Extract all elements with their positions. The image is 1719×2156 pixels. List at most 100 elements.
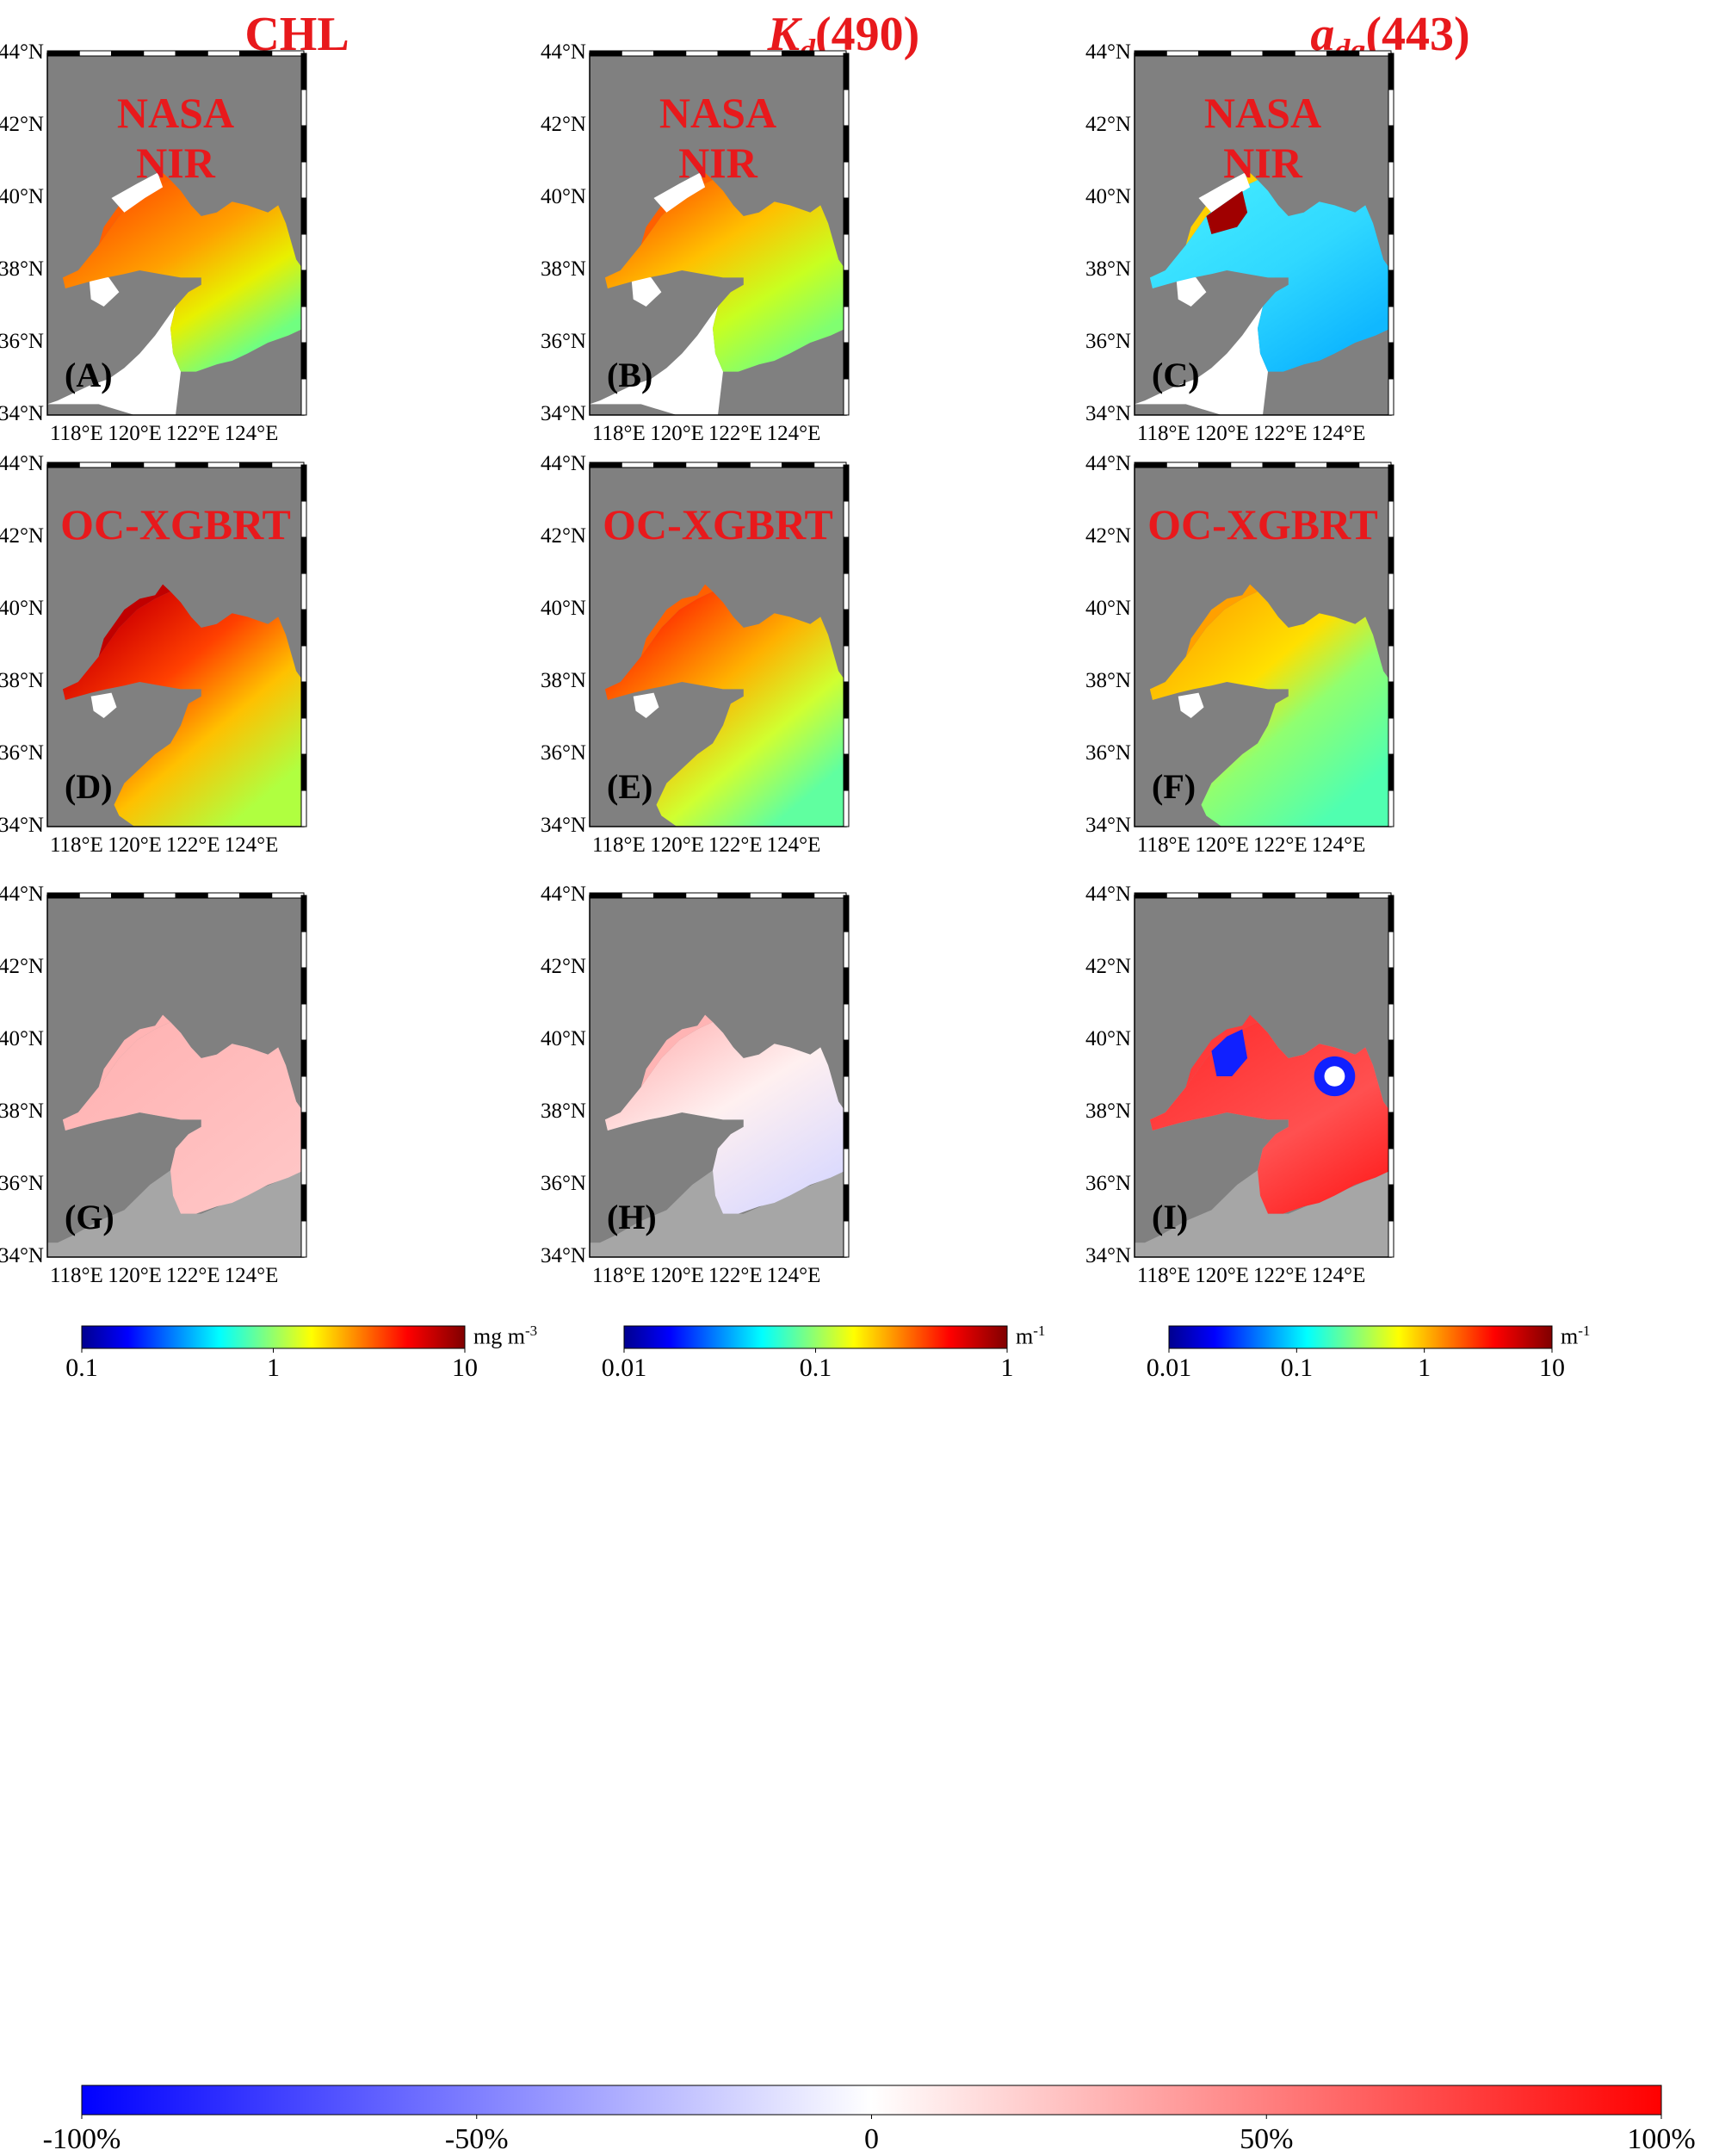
frame-bar-right — [1388, 378, 1394, 416]
lat-tick-label-b: 44°N — [540, 40, 586, 64]
frame-bar-top — [207, 462, 240, 468]
frame-bar-top — [1198, 462, 1232, 468]
frame-bar-top — [1326, 462, 1360, 468]
lat-tick-label-f: 42°N — [1085, 524, 1131, 548]
frame-bar-top — [175, 462, 208, 468]
lon-tick-label-a: 122°E — [165, 422, 220, 445]
lat-tick-label-c: 38°N — [1085, 257, 1131, 281]
frame-bar-top — [1134, 892, 1167, 899]
lat-tick-label-g: 40°N — [0, 1027, 44, 1050]
lon-tick-label-d: 120°E — [108, 833, 162, 857]
colorbar-unit-exp-kd: -1 — [1033, 1323, 1046, 1339]
frame-bar-top — [271, 50, 305, 57]
row-label-nir-c: NIR — [1223, 139, 1302, 187]
colorbar-unit-chl: mg m-3 — [473, 1323, 537, 1350]
lat-tick-label-f: 40°N — [1085, 597, 1131, 620]
lon-tick-label-b: 124°E — [766, 422, 821, 445]
colorbar-unit-adg: m-1 — [1561, 1323, 1590, 1350]
frame-bar-right — [843, 1075, 850, 1113]
frame-bar-top — [717, 50, 751, 57]
frame-bar-right — [300, 1112, 307, 1149]
frame-bar-top — [782, 892, 815, 899]
sea-field-d — [62, 592, 305, 827]
frame-bar-top — [78, 50, 112, 57]
frame-bar-right — [1388, 1039, 1394, 1077]
panel-grid — [46, 50, 1394, 1258]
frame-bar-top — [653, 892, 687, 899]
frame-bar-right — [300, 306, 307, 344]
row-label-nasa-a: NASA — [116, 89, 235, 137]
lon-tick-label-b: 122°E — [708, 422, 763, 445]
lat-tick-label-h: 40°N — [540, 1027, 586, 1050]
panel-label-b: (B) — [607, 356, 653, 394]
colorbar-tick-label-diff: -50% — [444, 2123, 509, 2155]
frame-bar-top — [782, 462, 815, 468]
frame-bar-top — [653, 50, 687, 57]
colorbar-adg — [1168, 1325, 1553, 1349]
lon-tick-label-h: 120°E — [650, 1264, 704, 1287]
map-panel-h — [589, 892, 850, 1258]
lon-tick-label-g: 122°E — [165, 1264, 220, 1287]
colorbar-kd — [623, 1325, 1008, 1349]
frame-bar-top — [813, 892, 847, 899]
frame-bar-top — [1358, 892, 1392, 899]
frame-bar-right — [1388, 717, 1394, 755]
lon-tick-label-h: 122°E — [708, 1264, 763, 1287]
colorbar-tick-label-diff: -100% — [42, 2123, 121, 2155]
frame-bar-right — [1388, 1220, 1394, 1258]
lat-tick-label-a: 42°N — [0, 113, 44, 136]
lon-tick-label-e: 124°E — [766, 833, 821, 857]
frame-bar-top — [46, 462, 80, 468]
lat-tick-label-a: 38°N — [0, 257, 44, 281]
lat-tick-label-c: 42°N — [1085, 113, 1131, 136]
sea-field-b — [604, 180, 846, 372]
colorbar-unit-kd: m-1 — [1016, 1323, 1045, 1350]
frame-bar-top — [717, 462, 751, 468]
lon-tick-label-h: 124°E — [766, 1264, 821, 1287]
liaodong-bay-i — [1185, 1014, 1258, 1087]
lon-tick-label-b: 118°E — [591, 422, 646, 445]
frame-bar-top — [239, 462, 273, 468]
colorbar-tick-label-kd: 0.1 — [799, 1354, 832, 1382]
frame-bar-top — [1134, 50, 1167, 57]
frame-bar-right — [300, 609, 307, 647]
frame-bar-top — [1358, 50, 1392, 57]
row-label-nasa-b: NASA — [659, 89, 777, 137]
map-panel-e — [589, 462, 850, 827]
frame-bar-top — [143, 50, 176, 57]
lat-tick-label-i: 38°N — [1085, 1100, 1131, 1123]
lat-tick-label-a: 44°N — [0, 40, 44, 64]
liaodong-bay-d — [98, 584, 170, 657]
lat-tick-label-d: 34°N — [0, 814, 44, 837]
row-label-nir-b: NIR — [678, 139, 757, 187]
lon-tick-label-b: 120°E — [650, 422, 704, 445]
lat-tick-label-a: 34°N — [0, 402, 44, 425]
lat-tick-label-h: 36°N — [540, 1172, 586, 1195]
map-panel-g — [46, 892, 307, 1258]
no-data-bohai-f — [1178, 692, 1204, 718]
lon-tick-label-i: 118°E — [1136, 1264, 1190, 1287]
frame-bar-right — [1388, 681, 1394, 719]
frame-bar-top — [1198, 50, 1232, 57]
frame-bar-top — [143, 462, 176, 468]
lat-tick-label-d: 42°N — [0, 524, 44, 548]
colorbar-chl — [81, 1325, 466, 1349]
frame-bar-right — [1388, 609, 1394, 647]
lat-tick-label-h: 34°N — [540, 1244, 586, 1267]
sea-field-f — [1149, 592, 1391, 827]
lat-tick-label-f: 36°N — [1085, 741, 1131, 765]
frame-bar-top — [1262, 892, 1295, 899]
panel-label-e: (E) — [607, 767, 653, 806]
frame-bar-top — [685, 892, 719, 899]
frame-bar-top — [239, 50, 273, 57]
frame-bar-right — [1388, 342, 1394, 380]
frame-bar-right — [300, 342, 307, 380]
lat-tick-label-h: 42°N — [540, 955, 586, 978]
lat-tick-label-i: 44°N — [1085, 883, 1131, 906]
frame-bar-top — [1358, 462, 1392, 468]
panel-label-i: (I) — [1152, 1198, 1189, 1236]
panel-label-h: (H) — [607, 1198, 657, 1236]
frame-bar-top — [1262, 50, 1295, 57]
frame-bar-top — [621, 462, 654, 468]
frame-bar-right — [1388, 1112, 1394, 1149]
